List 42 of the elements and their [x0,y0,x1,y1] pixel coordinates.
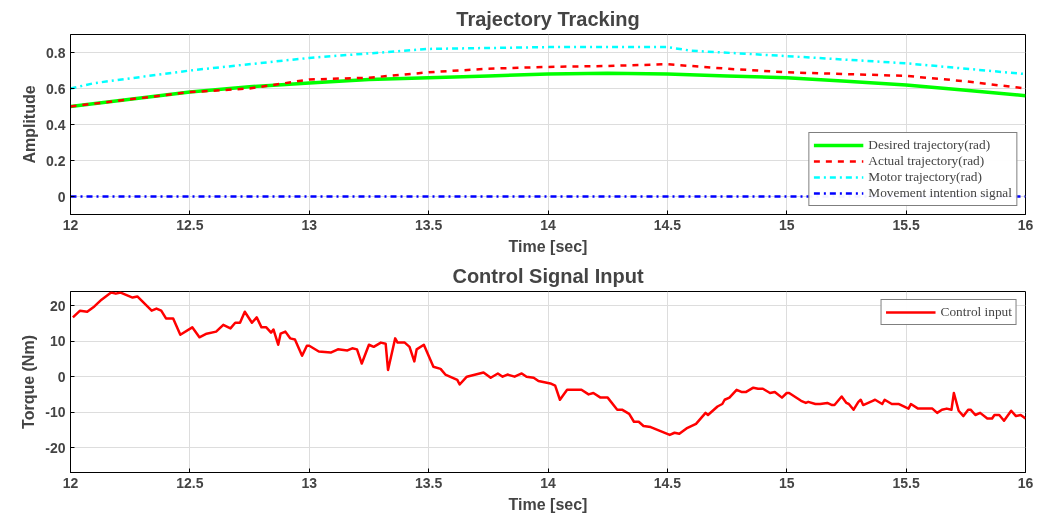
y-tick-label: 0.4 [46,116,66,133]
x-tick-label: 15 [778,474,795,491]
legend-label: Motor trajectory(rad) [868,169,982,185]
y-axis-title: Amplitude [21,85,39,164]
y-tick-label: -10 [45,404,66,421]
x-tick-label: 13 [301,216,318,233]
x-tick-label: 12 [62,474,79,491]
line-series [71,291,1026,437]
y-tick-label: 0.8 [46,44,66,61]
x-tick-label: 14.5 [653,216,682,233]
x-tick-label: 14 [540,216,556,233]
x-tick-label: 13.5 [415,474,443,491]
legend-label: Movement intention signal [868,185,1012,201]
chart-title: Trajectory Tracking [456,7,640,30]
x-tick-label: 15.5 [892,474,920,491]
x-tick-label: 14.5 [653,474,682,491]
legend-label: Actual trajectory(rad) [868,153,985,169]
x-tick-label: 13 [301,474,318,491]
y-tick-label: 10 [49,333,66,350]
x-tick-label: 12.5 [176,216,204,233]
chart-title: Control Signal Input [452,264,644,287]
x-axis-title: Time [sec] [508,495,588,513]
y-tick-label: 0.2 [46,152,66,169]
x-tick-label: 13.5 [415,216,443,233]
x-tick-label: 14 [540,474,556,491]
x-tick-label: 12.5 [176,474,204,491]
x-tick-label: 16 [1017,216,1034,233]
x-tick-label: 15 [778,216,795,233]
line-series [70,71,1026,109]
x-tick-label: 15.5 [892,216,920,233]
x-tick-label: 12 [62,216,79,233]
y-tick-label: 0 [57,368,66,385]
y-axis-title: Torque (Nm) [20,335,38,429]
y-tick-label: 0 [57,188,66,205]
y-tick-label: 20 [49,297,66,314]
x-tick-label: 16 [1017,474,1034,491]
legend-label: Control input [940,304,1012,320]
y-tick-label: -20 [45,439,66,456]
y-tick-label: 0.6 [46,80,66,97]
legend-label: Desired trajectory(rad) [868,137,991,153]
line-series [70,45,1026,90]
x-axis-title: Time [sec] [508,237,588,255]
